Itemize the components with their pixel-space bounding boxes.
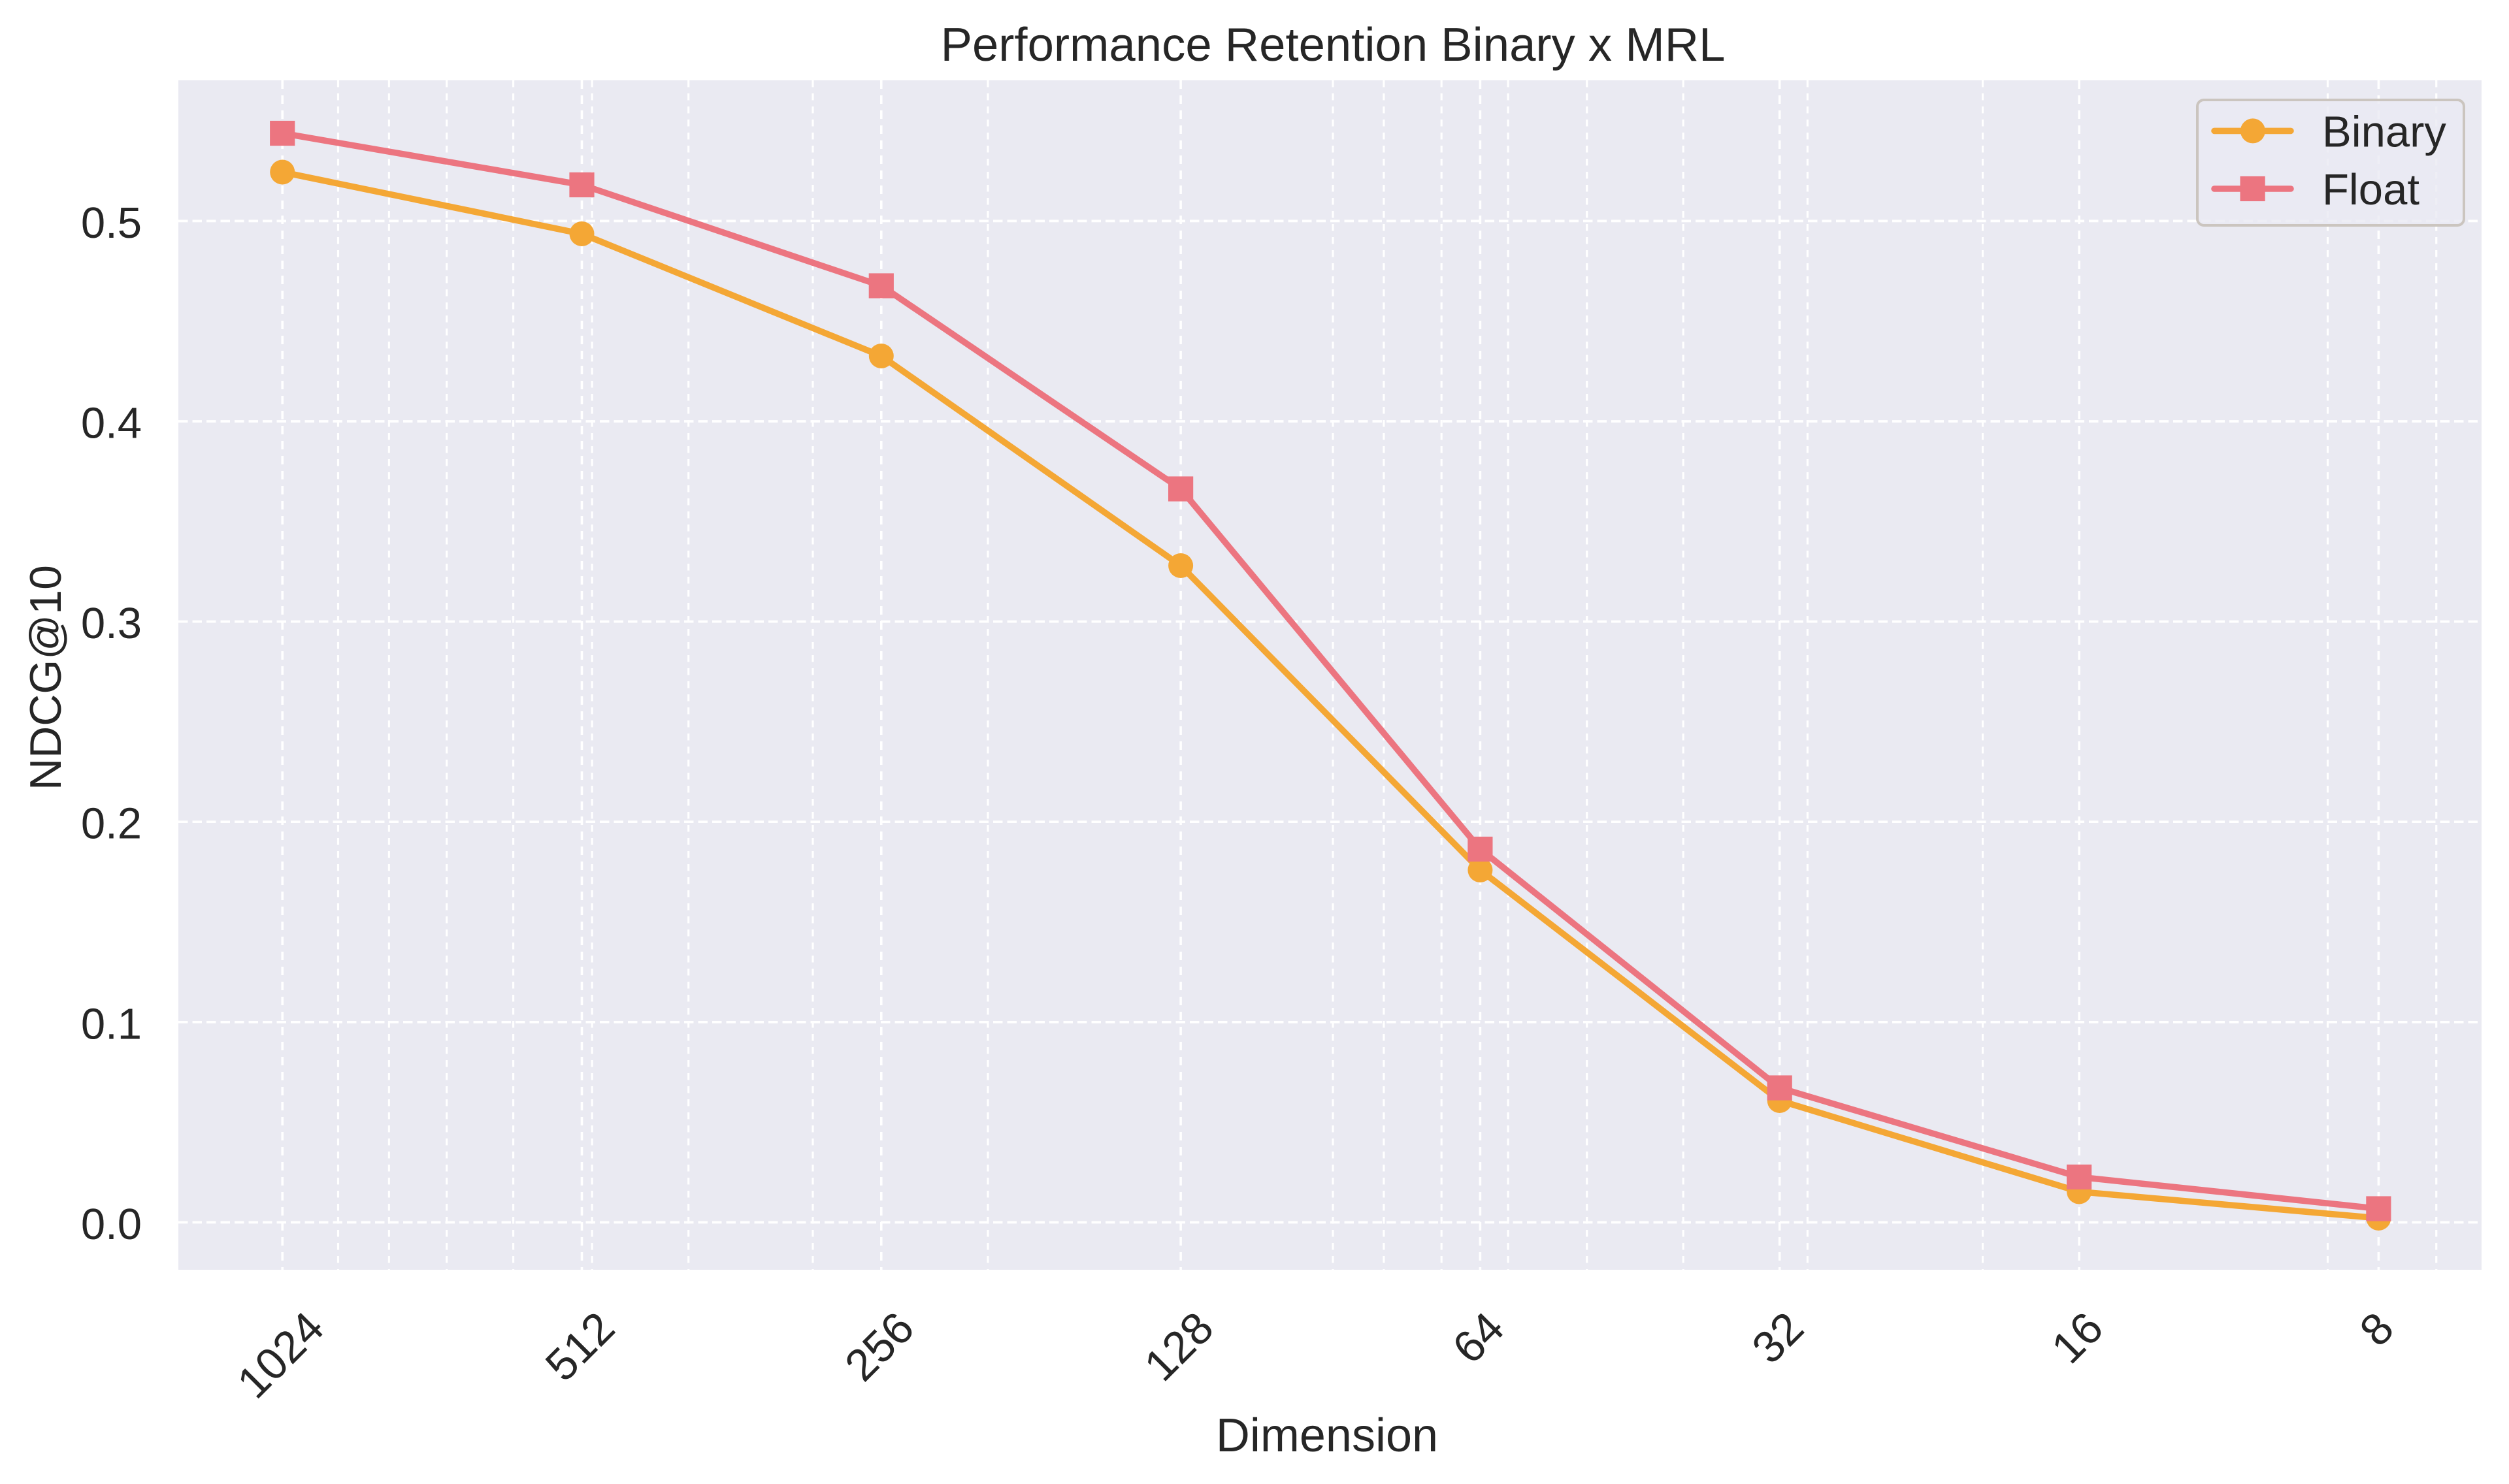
svg-text:0.1: 0.1 xyxy=(81,999,142,1048)
svg-text:0.4: 0.4 xyxy=(81,399,142,448)
svg-text:NDCG@10: NDCG@10 xyxy=(21,565,71,790)
svg-text:0.0: 0.0 xyxy=(81,1200,142,1249)
svg-text:0.2: 0.2 xyxy=(81,799,142,848)
svg-text:0.5: 0.5 xyxy=(81,199,142,248)
svg-text:Dimension: Dimension xyxy=(1216,1410,1438,1462)
svg-text:Binary: Binary xyxy=(2322,107,2446,156)
svg-text:0.3: 0.3 xyxy=(81,599,142,648)
svg-text:Performance Retention Binary x: Performance Retention Binary x MRL xyxy=(941,18,1726,71)
svg-text:Float: Float xyxy=(2322,165,2419,214)
